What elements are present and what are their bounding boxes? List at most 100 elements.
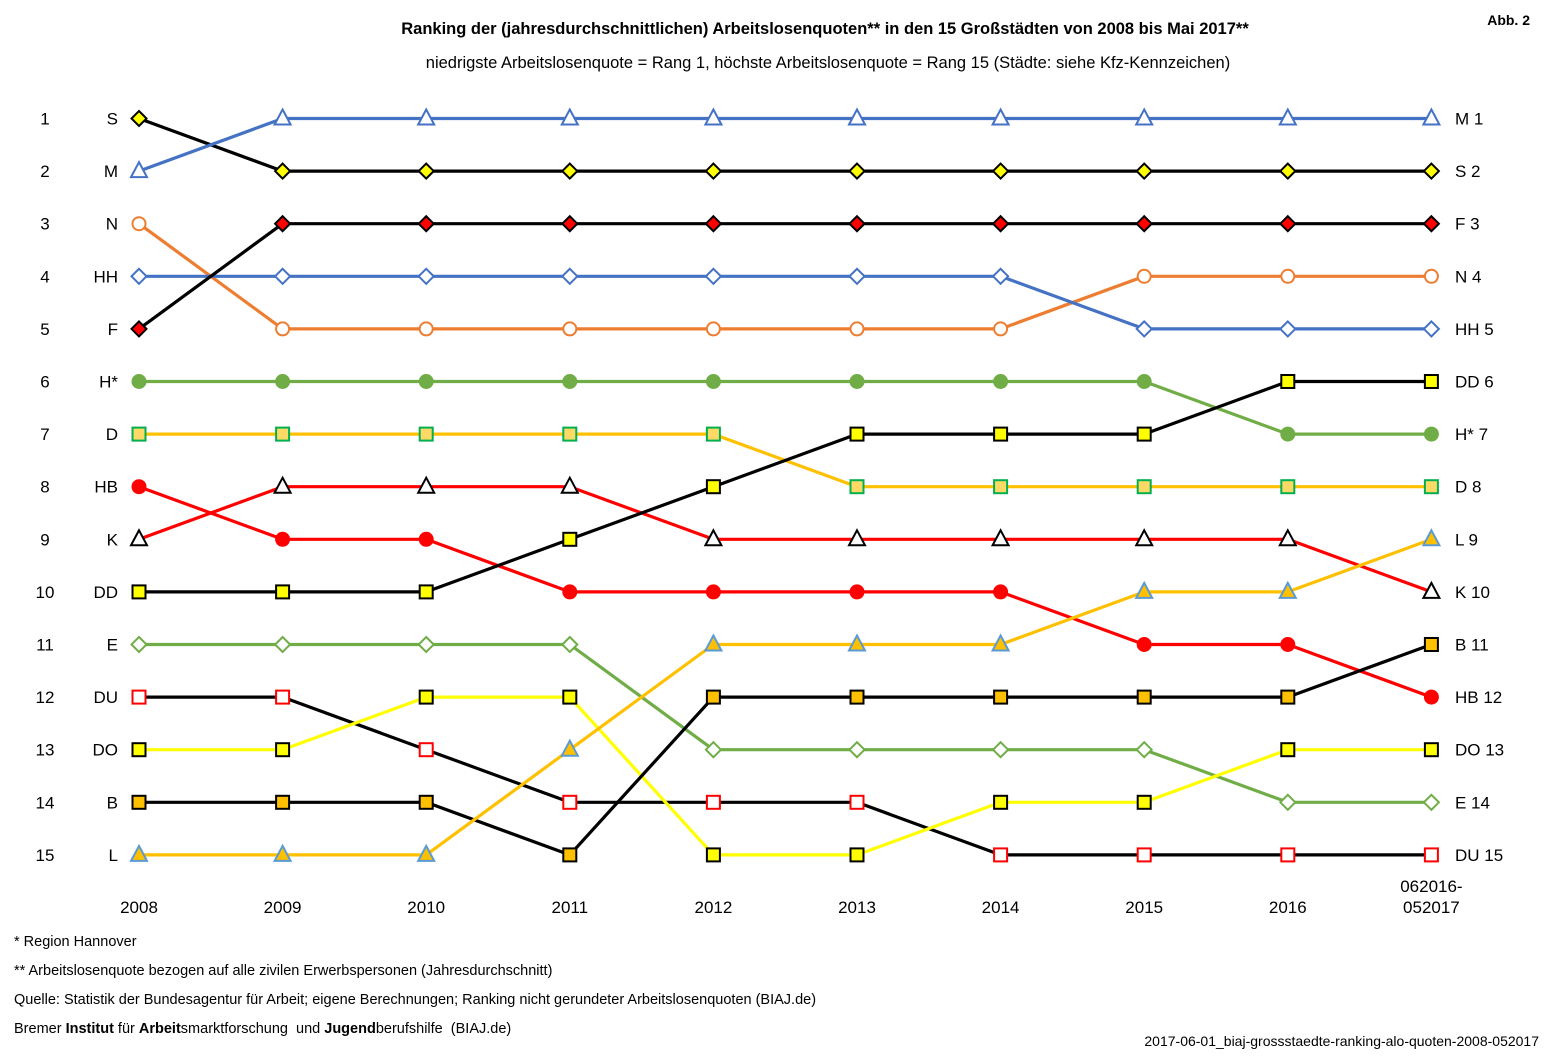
- marker-b-2013: [849, 689, 865, 705]
- marker-dd-2010: [418, 584, 434, 600]
- institute-part: Institut: [65, 1021, 114, 1037]
- marker-h-star-2015: [1136, 374, 1152, 389]
- institute-part: Bremer: [14, 1021, 66, 1037]
- rank-number-15: 15: [36, 846, 55, 865]
- marker-do-2016: [1280, 742, 1296, 758]
- marker-k-2008: [129, 528, 149, 547]
- marker-m-2013: [847, 107, 867, 126]
- marker-hh-062016-052017: [1422, 319, 1441, 338]
- marker-hh-2011: [560, 267, 579, 286]
- series-line-du: [137, 695, 1434, 857]
- marker-du-2009: [275, 689, 291, 705]
- marker-du-2014: [993, 847, 1009, 863]
- rank-number-10: 10: [36, 583, 55, 602]
- series-lines: [137, 116, 1434, 857]
- marker-n-062016-052017: [1423, 268, 1439, 284]
- series-line-l: [137, 537, 1434, 857]
- marker-d-2010: [418, 426, 434, 442]
- marker-f-2013: [848, 214, 866, 233]
- marker-l-2016: [1278, 580, 1298, 599]
- marker-hb-2009: [275, 531, 291, 547]
- marker-b-2012: [705, 689, 721, 705]
- marker-d-2012: [705, 426, 721, 442]
- start-label-f: F: [108, 320, 118, 339]
- marker-l-2015: [1134, 580, 1154, 599]
- marker-f-2011: [560, 214, 579, 233]
- marker-do-062016-052017: [1423, 742, 1439, 758]
- marker-s-2008: [130, 109, 148, 128]
- marker-f-2016: [1278, 214, 1297, 233]
- x-tick-label-2016: 2016: [1269, 898, 1307, 917]
- rank-number-6: 6: [40, 373, 49, 392]
- series-line-m: [137, 116, 1434, 173]
- rank-number-9: 9: [40, 530, 49, 549]
- marker-do-2011: [562, 689, 578, 705]
- start-label-h-star: H*: [99, 373, 118, 392]
- marker-dd-2012: [705, 479, 721, 495]
- marker-s-2011: [560, 162, 579, 181]
- marker-du-2011: [562, 794, 578, 810]
- marker-hh-2013: [848, 267, 866, 286]
- start-labels: S M N HH F H* D HB K DD E DU DO B L: [93, 110, 119, 865]
- x-tick-label-2014: 2014: [982, 898, 1020, 917]
- marker-h-star-2012: [705, 374, 721, 389]
- x-tick-label-2008: 2008: [120, 898, 158, 917]
- series-line-hh: [137, 274, 1434, 331]
- end-label-hb12: HB 12: [1455, 688, 1502, 707]
- marker-h-star-2016: [1280, 426, 1296, 442]
- marker-do-2013: [849, 847, 865, 863]
- marker-e-2015: [1135, 740, 1154, 759]
- marker-h-star-2011: [562, 374, 578, 389]
- series-line-f: [137, 222, 1434, 331]
- end-label-h-star7: H* 7: [1455, 425, 1488, 444]
- marker-du-2016: [1280, 847, 1296, 863]
- marker-do-2015: [1136, 794, 1152, 810]
- chart-title: Ranking der (jahresdurchschnittlichen) A…: [401, 20, 1249, 38]
- marker-dd-2013: [849, 426, 865, 442]
- marker-l-2013: [847, 633, 867, 652]
- end-label-l9: L 9: [1455, 530, 1478, 549]
- series-line-n: [137, 222, 1434, 331]
- rank-number-13: 13: [36, 741, 55, 760]
- marker-hh-2014: [991, 267, 1010, 286]
- series-markers: [129, 107, 1442, 863]
- x-tick-label-2013: 2013: [838, 898, 876, 917]
- marker-h-star-2014: [993, 374, 1009, 389]
- end-label-m1: M 1: [1455, 110, 1483, 129]
- end-label-e14: E 14: [1455, 793, 1490, 812]
- marker-b-2015: [1136, 689, 1152, 705]
- start-label-d: D: [106, 425, 118, 444]
- x-tick-label-2009: 2009: [264, 898, 302, 917]
- rank-number-11: 11: [36, 636, 54, 655]
- marker-d-2014: [993, 479, 1009, 495]
- marker-d-062016-052017: [1423, 479, 1439, 495]
- marker-m-2015: [1134, 107, 1154, 126]
- marker-dd-2016: [1280, 374, 1296, 389]
- marker-b-2014: [993, 689, 1009, 705]
- series-line-hb: [137, 485, 1434, 699]
- marker-e-2012: [704, 740, 723, 759]
- marker-do-2010: [418, 689, 434, 705]
- marker-hb-2010: [418, 531, 434, 547]
- institute-part: smarktforschung und: [180, 1021, 325, 1037]
- marker-n-2013: [849, 321, 865, 337]
- marker-f-2015: [1135, 214, 1154, 233]
- marker-k-2014: [990, 528, 1011, 547]
- marker-dd-2009: [275, 584, 291, 600]
- rank-number-14: 14: [36, 793, 55, 812]
- marker-l-2014: [990, 633, 1011, 652]
- start-label-k: K: [107, 530, 119, 549]
- x-tick-label-062016-052017-2: 052017: [1403, 898, 1460, 917]
- marker-hh-2012: [704, 267, 723, 286]
- rank-number-7: 7: [40, 425, 49, 444]
- start-label-hh: HH: [93, 267, 118, 286]
- marker-k-2011: [560, 475, 580, 494]
- marker-d-2013: [849, 479, 865, 495]
- marker-k-2015: [1134, 528, 1154, 547]
- marker-hb-2016: [1280, 637, 1296, 652]
- marker-k-2013: [847, 528, 867, 547]
- marker-f-062016-052017: [1422, 214, 1441, 233]
- x-tick-label-2011: 2011: [552, 898, 589, 917]
- note-definition: ** Arbeitslosenquote bezogen auf alle zi…: [14, 963, 553, 979]
